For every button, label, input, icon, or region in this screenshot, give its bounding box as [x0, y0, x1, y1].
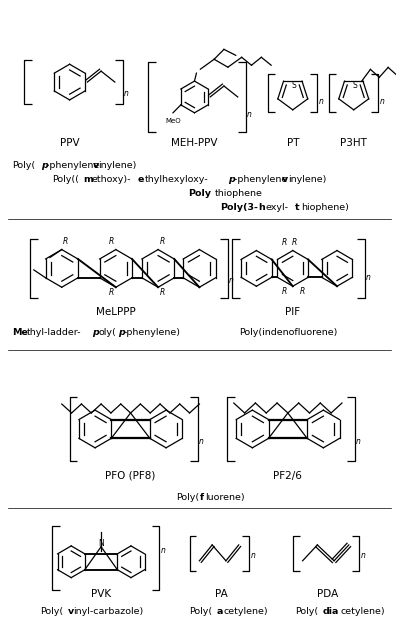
Text: thylhexyloxy-: thylhexyloxy-: [144, 175, 208, 184]
Text: Me: Me: [13, 328, 28, 337]
Text: p: p: [41, 161, 48, 171]
Text: m: m: [83, 175, 93, 184]
Text: a: a: [217, 608, 224, 616]
Text: R: R: [282, 238, 288, 246]
Text: -phenylene: -phenylene: [234, 175, 290, 184]
Text: R: R: [300, 287, 305, 296]
Text: cetylene): cetylene): [224, 608, 268, 616]
Text: R: R: [63, 236, 68, 246]
Text: PF2/6: PF2/6: [274, 470, 302, 480]
Text: n: n: [124, 90, 128, 98]
Text: n: n: [318, 97, 323, 106]
Text: oly(: oly(: [98, 328, 116, 337]
Text: S: S: [352, 81, 357, 90]
Text: MeLPPP: MeLPPP: [96, 307, 136, 317]
Text: PIF: PIF: [285, 307, 300, 317]
Text: v: v: [93, 161, 100, 171]
Text: PVK: PVK: [91, 589, 111, 599]
Text: p: p: [118, 328, 124, 337]
Text: exyl-: exyl-: [265, 203, 288, 212]
Text: R: R: [160, 288, 165, 297]
Text: v: v: [282, 175, 288, 184]
Text: luorene): luorene): [205, 493, 245, 502]
Text: dia: dia: [322, 608, 339, 616]
Text: f: f: [199, 493, 204, 502]
Text: Poly(: Poly(: [40, 608, 63, 616]
Text: ethoxy)-: ethoxy)-: [91, 175, 131, 184]
Text: Poly(: Poly(: [190, 608, 213, 616]
Text: n: n: [229, 277, 234, 285]
Text: PA: PA: [215, 589, 227, 599]
Text: Poly(: Poly(: [295, 608, 318, 616]
Text: n: n: [379, 97, 384, 106]
Text: R: R: [292, 238, 297, 246]
Text: p: p: [228, 175, 235, 184]
Text: Poly(indenofluorene): Poly(indenofluorene): [239, 328, 337, 337]
Text: h: h: [258, 203, 265, 212]
Text: v: v: [68, 608, 74, 616]
Text: hiophene): hiophene): [301, 203, 348, 212]
Text: Poly(3-: Poly(3-: [220, 203, 258, 212]
Text: n: n: [250, 551, 255, 560]
Text: n: n: [366, 273, 370, 282]
Text: P3HT: P3HT: [340, 139, 367, 149]
Text: R: R: [109, 236, 114, 246]
Text: p: p: [92, 328, 99, 337]
Text: Poly((: Poly((: [52, 175, 79, 184]
Text: PPV: PPV: [60, 139, 80, 149]
Text: t: t: [295, 203, 299, 212]
Text: n: n: [160, 546, 165, 555]
Text: S: S: [291, 81, 296, 90]
Text: n: n: [198, 437, 203, 446]
Text: cetylene): cetylene): [341, 608, 386, 616]
Text: N: N: [98, 539, 104, 548]
Text: R: R: [282, 287, 288, 296]
Text: PT: PT: [286, 139, 299, 149]
Text: n: n: [246, 110, 252, 119]
Text: e: e: [138, 175, 144, 184]
Text: R: R: [160, 236, 165, 246]
Text: inylene): inylene): [98, 161, 136, 171]
Text: -phenylene: -phenylene: [46, 161, 102, 171]
Text: inyl-carbazole): inyl-carbazole): [74, 608, 144, 616]
Text: thiophene: thiophene: [215, 189, 263, 198]
Text: n: n: [356, 437, 361, 446]
Text: n: n: [361, 551, 366, 560]
Text: -phenylene): -phenylene): [124, 328, 181, 337]
Text: Poly: Poly: [188, 189, 211, 198]
Text: inylene): inylene): [288, 175, 326, 184]
Text: PFO (PF8): PFO (PF8): [105, 470, 156, 480]
Text: Poly(: Poly(: [176, 493, 199, 502]
Text: MEH-PPV: MEH-PPV: [171, 139, 218, 149]
Text: MeO: MeO: [165, 118, 181, 124]
Text: R: R: [109, 288, 114, 297]
Text: Poly(: Poly(: [13, 161, 36, 171]
Text: thyl-ladder-: thyl-ladder-: [26, 328, 81, 337]
Text: PDA: PDA: [316, 589, 338, 599]
